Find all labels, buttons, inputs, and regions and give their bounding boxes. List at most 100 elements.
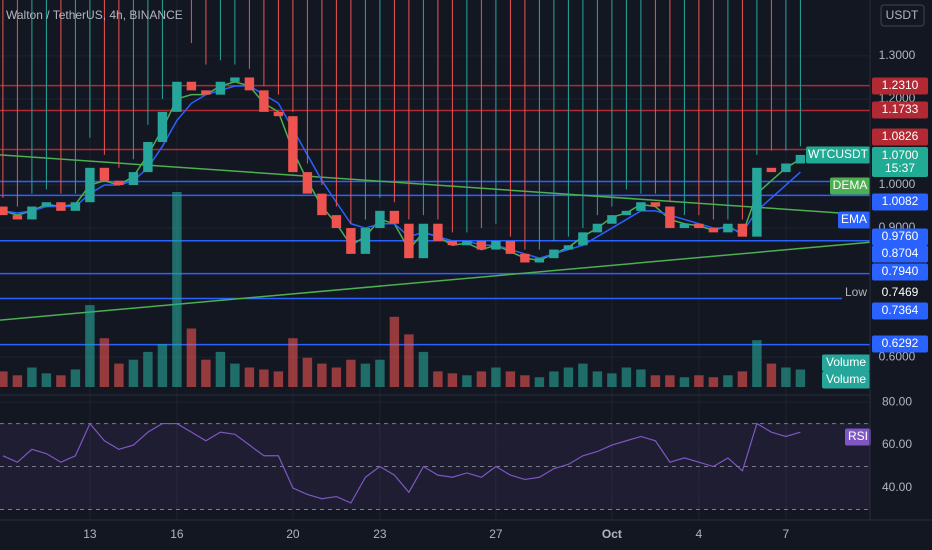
level-label-box (872, 77, 928, 95)
volume-bar (491, 367, 501, 387)
candle-body (708, 228, 719, 233)
level-label-box (872, 228, 928, 246)
volume-bar (201, 359, 211, 387)
volume-bar (433, 371, 443, 387)
candle-body (505, 240, 516, 254)
candle-body (752, 167, 762, 237)
volume-bar (346, 359, 356, 387)
level-label-box (872, 302, 928, 320)
y-tick-label: 1.0000 (879, 177, 916, 191)
candle-body (70, 202, 81, 211)
candle-body (85, 167, 95, 203)
candle-body (418, 223, 429, 259)
volume-bar (244, 367, 255, 387)
volume-bar (99, 338, 110, 387)
volume-bar (302, 357, 313, 387)
volume-bar (143, 351, 153, 387)
candle-body (331, 215, 342, 229)
rsi-tick-label: 40.00 (882, 480, 912, 494)
candle-body (607, 215, 617, 224)
candle-body (172, 81, 182, 112)
level-label: 0.6292 (882, 336, 919, 350)
candle-body (157, 111, 168, 142)
volume-tag: Volume (826, 372, 866, 386)
level-label: 0.9760 (882, 229, 919, 243)
x-tick-label: 7 (783, 527, 790, 541)
volume-bar (186, 328, 197, 387)
ema-tag: EMA (841, 212, 867, 226)
volume-bar (534, 377, 545, 387)
x-tick-label: 4 (696, 527, 703, 541)
last-price-box (872, 147, 928, 177)
volume-bar (128, 359, 139, 387)
low-value-box (872, 284, 928, 302)
currency: USDT (886, 8, 919, 22)
volume-bar (621, 367, 632, 387)
x-tick-label: 13 (83, 527, 97, 541)
symbol-tag-box (806, 146, 870, 164)
trendline (0, 241, 871, 321)
candle-body (143, 141, 153, 173)
x-tick-label: 27 (489, 527, 503, 541)
candle-body (563, 245, 574, 250)
volume-tag: Volume (826, 355, 866, 369)
volume-bar (404, 334, 414, 387)
volume-bar (476, 371, 487, 387)
candle-body (621, 210, 632, 216)
candle-body (491, 240, 501, 250)
level-label-box (872, 193, 928, 211)
candle-body (0, 206, 8, 216)
x-tick-label: 20 (286, 527, 300, 541)
candle-body (244, 77, 255, 91)
candle-body (462, 240, 472, 246)
rsi-line (2, 422, 801, 504)
low-tag: Low (845, 285, 867, 299)
x-tick-label: Oct (602, 527, 622, 541)
candle-body (375, 210, 385, 229)
volume-bar (41, 373, 52, 387)
x-tick-label: 16 (170, 527, 184, 541)
volume-bar (389, 316, 400, 387)
volume-bar (375, 359, 385, 387)
volume-bar (317, 363, 327, 387)
candle-body (781, 163, 791, 173)
last-price: 1.0700 (882, 148, 919, 162)
candle-body (273, 111, 284, 117)
volume-bar (723, 375, 733, 387)
rsi-tag-box (845, 428, 871, 446)
volume-bar (694, 375, 704, 387)
volume-bar (418, 351, 429, 387)
volume-bar (12, 375, 23, 387)
volume-bar (752, 340, 762, 387)
dema-tag-box (830, 177, 870, 195)
volume-bar (795, 369, 806, 387)
candle-body (723, 223, 733, 233)
low-tag-box (842, 284, 870, 302)
candle-body (737, 223, 748, 237)
candle-body (766, 167, 777, 173)
level-label-box (872, 263, 928, 281)
candle-body (99, 167, 110, 181)
candle-body (201, 90, 211, 95)
volume-bar (708, 377, 719, 387)
volume-bar (273, 371, 284, 387)
candle-body (650, 202, 661, 207)
volume-bar (549, 371, 559, 387)
candle-body (302, 172, 313, 194)
volume-bar (781, 367, 791, 387)
candle-body (447, 240, 458, 246)
currency-box[interactable] (880, 4, 925, 27)
level-label-box (872, 128, 928, 146)
ema-tag-box (838, 211, 870, 229)
candle-body (636, 202, 646, 211)
candle-body (128, 172, 139, 186)
candle-body (520, 253, 530, 263)
rsi-tick-label: 60.00 (882, 437, 912, 451)
x-tick-label: 23 (373, 527, 387, 541)
level-label: 0.8704 (882, 246, 919, 260)
volume-bar (27, 367, 37, 387)
volume-bar (766, 363, 777, 387)
symbol-tag: WTCUSDT (808, 147, 869, 161)
